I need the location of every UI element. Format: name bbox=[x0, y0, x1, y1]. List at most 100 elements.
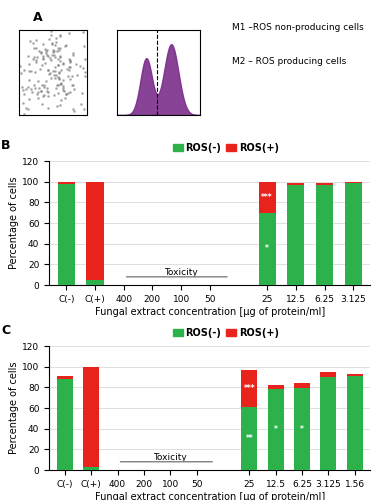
Bar bbox=[242, 370, 257, 407]
Point bbox=[80, 28, 86, 36]
Point bbox=[51, 48, 57, 56]
Y-axis label: Percentage of cells: Percentage of cells bbox=[9, 362, 19, 454]
Bar bbox=[316, 185, 333, 285]
Point bbox=[88, 36, 94, 44]
Point bbox=[44, 51, 50, 59]
Point bbox=[60, 60, 66, 68]
Point bbox=[65, 64, 71, 72]
Point bbox=[9, 78, 15, 86]
Point bbox=[60, 82, 66, 90]
Point bbox=[100, 48, 106, 56]
Point bbox=[35, 94, 41, 102]
Point bbox=[66, 30, 72, 38]
Point bbox=[57, 52, 63, 60]
Text: A: A bbox=[33, 10, 43, 24]
Point bbox=[77, 62, 83, 70]
Point bbox=[18, 69, 24, 77]
Point bbox=[31, 44, 37, 52]
Point bbox=[20, 86, 26, 94]
Point bbox=[33, 56, 39, 64]
Point bbox=[56, 68, 62, 76]
Point bbox=[82, 68, 88, 76]
Point bbox=[52, 74, 58, 82]
Point bbox=[32, 68, 38, 76]
Bar bbox=[87, 280, 104, 285]
Point bbox=[50, 40, 56, 48]
Point bbox=[69, 81, 75, 89]
Point bbox=[55, 44, 61, 52]
Point bbox=[88, 63, 94, 71]
Point bbox=[66, 62, 72, 70]
Point bbox=[26, 76, 32, 84]
Point bbox=[40, 56, 46, 64]
Point bbox=[79, 64, 85, 72]
Point bbox=[73, 60, 79, 68]
Point bbox=[30, 39, 36, 47]
Point bbox=[56, 14, 62, 22]
Point bbox=[28, 122, 34, 130]
Point bbox=[82, 56, 88, 64]
Point bbox=[34, 53, 40, 61]
Point bbox=[63, 90, 69, 98]
Point bbox=[52, 40, 58, 48]
Text: *: * bbox=[300, 424, 304, 434]
Point bbox=[32, 112, 38, 120]
Point bbox=[54, 120, 60, 128]
Bar bbox=[87, 182, 104, 280]
Point bbox=[57, 80, 64, 88]
Point bbox=[11, 52, 17, 60]
Point bbox=[44, 84, 50, 92]
Point bbox=[57, 57, 63, 65]
Bar bbox=[321, 377, 336, 470]
Point bbox=[10, 64, 16, 72]
Point bbox=[31, 54, 37, 62]
Point bbox=[56, 46, 62, 54]
Point bbox=[48, 20, 54, 28]
Point bbox=[43, 76, 50, 84]
Point bbox=[21, 90, 27, 98]
Point bbox=[53, 84, 59, 92]
Bar bbox=[242, 407, 257, 470]
Point bbox=[33, 36, 39, 44]
Text: C: C bbox=[1, 324, 10, 337]
Point bbox=[60, 84, 67, 92]
Point bbox=[79, 90, 85, 98]
Point bbox=[33, 44, 39, 52]
Point bbox=[63, 41, 69, 49]
Point bbox=[43, 50, 49, 58]
Point bbox=[31, 81, 37, 89]
Point bbox=[105, 89, 112, 97]
Point bbox=[39, 49, 45, 57]
Point bbox=[27, 151, 33, 159]
Point bbox=[55, 54, 61, 62]
Point bbox=[45, 88, 51, 96]
Point bbox=[43, 86, 50, 94]
Point bbox=[45, 66, 51, 74]
Point bbox=[70, 48, 76, 56]
Point bbox=[57, 24, 63, 32]
Point bbox=[49, 39, 55, 47]
Point bbox=[56, 74, 62, 82]
Point bbox=[26, 37, 33, 45]
Point bbox=[67, 88, 73, 96]
Text: M2 – ROS producing cells: M2 – ROS producing cells bbox=[232, 58, 347, 66]
Point bbox=[39, 100, 45, 108]
Bar bbox=[321, 372, 336, 377]
Point bbox=[94, 100, 101, 108]
Point bbox=[33, 14, 39, 22]
Point bbox=[63, 90, 69, 98]
Point bbox=[81, 105, 87, 113]
Point bbox=[54, 82, 60, 90]
Point bbox=[26, 60, 32, 68]
Bar bbox=[287, 185, 304, 285]
Point bbox=[55, 80, 61, 88]
Bar bbox=[347, 376, 363, 470]
Point bbox=[14, 58, 20, 66]
Point bbox=[52, 66, 58, 74]
Point bbox=[38, 87, 44, 95]
Point bbox=[57, 54, 63, 62]
Point bbox=[49, 51, 55, 59]
Point bbox=[60, 76, 66, 84]
Point bbox=[26, 67, 33, 75]
Point bbox=[45, 116, 51, 124]
